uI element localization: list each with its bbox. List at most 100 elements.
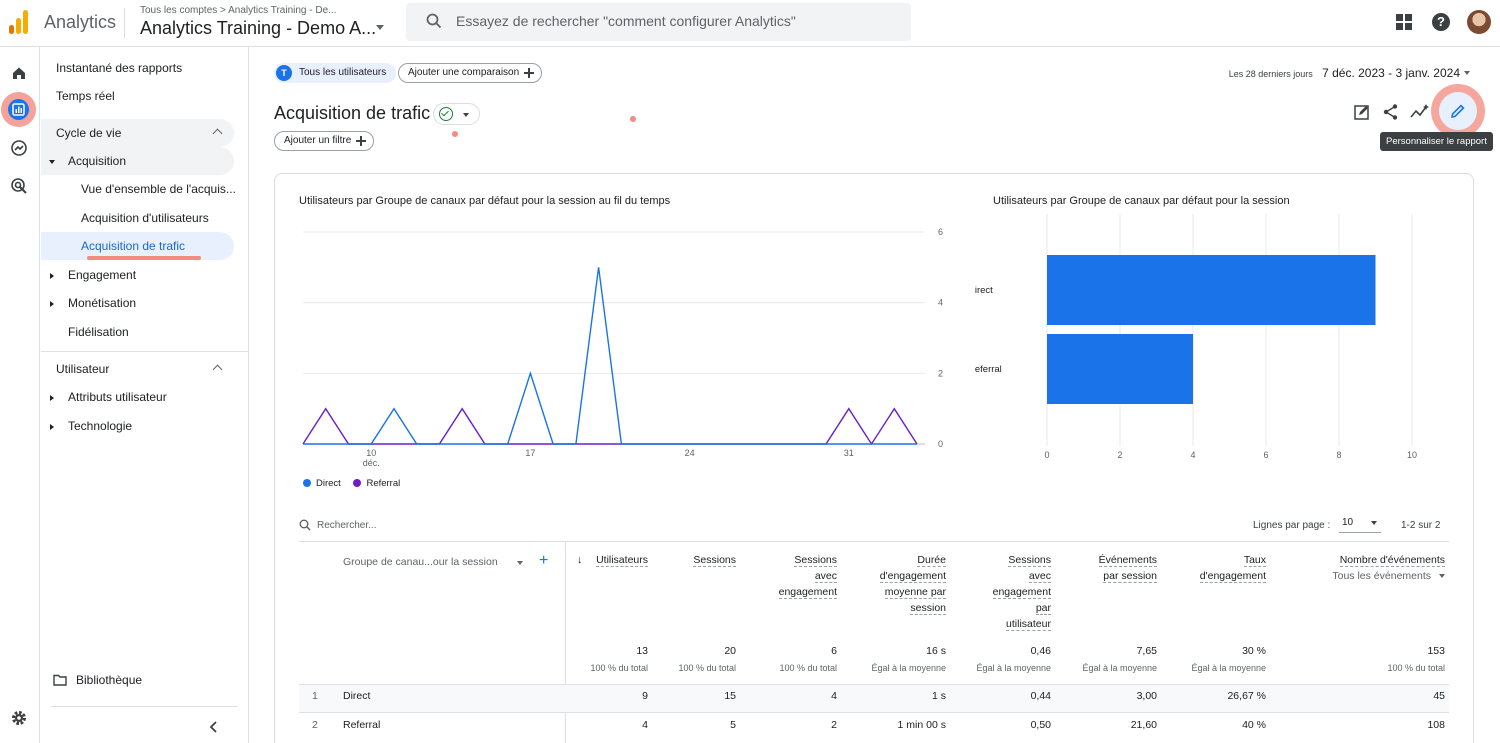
add-dimension-icon[interactable]: + <box>539 552 549 569</box>
chevron-down-icon[interactable] <box>517 561 523 565</box>
sidebar-section-lifecycle[interactable]: Cycle de vie <box>41 119 234 147</box>
metric-column-header[interactable]: Sessions avec engagement <box>778 552 837 600</box>
metric-column-header[interactable]: Sessions avec engagement par utilisateur <box>992 552 1051 632</box>
chevron-down-icon[interactable] <box>376 25 384 30</box>
sidebar-item-realtime[interactable]: Temps réel <box>56 89 115 103</box>
sidebar-item-snapshot[interactable]: Instantané des rapports <box>56 61 183 75</box>
date-range-value: 7 déc. 2023 - 3 janv. 2024 <box>1322 66 1460 80</box>
metric-header-text: Événements <box>1098 554 1157 567</box>
legend-item-direct[interactable]: Direct <box>303 478 341 489</box>
rows-per-page-select[interactable]: 10 <box>1339 515 1381 533</box>
bar-chart[interactable]: 0 2 4 6 8 10 Direct Referral <box>975 214 1455 474</box>
series-line-referral[interactable] <box>302 407 918 446</box>
search-input[interactable]: Essayez de rechercher "comment configure… <box>406 3 911 41</box>
metric-header-text: avec <box>1028 570 1051 583</box>
compare-edit-icon[interactable] <box>1351 101 1373 123</box>
account-breadcrumb[interactable]: Tous les comptes > Analytics Training - … <box>140 5 337 16</box>
customize-report-highlight[interactable] <box>1431 84 1485 138</box>
bar-direct[interactable] <box>1047 255 1376 325</box>
apps-grid-icon[interactable] <box>1396 14 1412 30</box>
settings-gear-icon[interactable] <box>8 707 30 729</box>
legend-item-referral[interactable]: Referral <box>353 478 400 489</box>
series-line-direct[interactable] <box>303 267 917 445</box>
insights-icon[interactable] <box>1409 101 1431 123</box>
sidebar-item-user-attributes[interactable]: Attributs utilisateur <box>41 383 234 411</box>
metric-cell: 45 <box>1433 690 1445 702</box>
sidebar-item-acquisition[interactable]: Acquisition <box>41 147 234 175</box>
metric-column-header[interactable]: Sessions <box>693 552 736 568</box>
reports-icon[interactable] <box>8 99 29 120</box>
expand-arrow-icon[interactable] <box>50 273 54 279</box>
table-divider <box>299 541 1449 542</box>
x-tick-label: 24 <box>685 448 695 458</box>
sidebar-item-retention[interactable]: Fidélisation <box>68 325 129 339</box>
metric-header-text: par session <box>1103 570 1157 583</box>
analytics-logo-icon[interactable] <box>9 10 31 34</box>
sidebar-item-label: Monétisation <box>68 296 137 310</box>
segment-chip[interactable]: T Tous les utilisateurs <box>274 63 397 83</box>
chevron-up-icon[interactable] <box>212 364 223 375</box>
metric-header-text: Utilisateurs <box>596 554 648 567</box>
chevron-down-icon[interactable] <box>1464 71 1470 75</box>
share-icon[interactable] <box>1380 101 1402 123</box>
table-search-input[interactable]: Rechercher... <box>299 519 376 531</box>
sidebar-item-library[interactable]: Bibliothèque <box>41 666 234 694</box>
legend-label: Referral <box>366 478 401 489</box>
sidebar-item-technology[interactable]: Technologie <box>41 412 234 440</box>
bar-chart-title: Utilisateurs par Groupe de canaux par dé… <box>993 195 1290 207</box>
folder-icon <box>53 674 67 686</box>
metric-total: 20 <box>724 645 736 657</box>
metric-total-subtext: Égal à la moyenne <box>1191 663 1266 673</box>
category-label: Direct <box>975 285 993 296</box>
metric-column-header[interactable]: Événements par session <box>1098 552 1157 584</box>
collapse-chevron-icon[interactable] <box>208 720 218 734</box>
add-filter-button[interactable]: Ajouter un filtre <box>274 131 375 151</box>
metric-header-text: Sessions <box>693 554 736 567</box>
metric-column-header[interactable]: Durée d'engagement moyenne par session <box>879 552 946 616</box>
metric-column-header[interactable]: Taux d'engagement <box>1199 552 1266 584</box>
reports-nav-highlight[interactable] <box>1 92 36 127</box>
metric-cell: 26,67 % <box>1227 690 1266 702</box>
sidebar-item-monetization[interactable]: Monétisation <box>41 289 234 317</box>
event-filter-select[interactable]: Tous les événements <box>1332 568 1445 584</box>
bar-referral[interactable] <box>1047 334 1193 404</box>
y-tick-label: 2 <box>938 368 943 378</box>
pencil-icon[interactable] <box>1439 92 1477 130</box>
expand-arrow-icon[interactable] <box>50 395 54 401</box>
x-tick-sublabel: déc. <box>363 458 380 468</box>
chevron-up-icon[interactable] <box>212 128 223 139</box>
add-filter-label: Ajouter un filtre <box>284 135 352 146</box>
expand-arrow-icon[interactable] <box>49 160 55 164</box>
row-dimension-value: Direct <box>343 690 371 702</box>
sidebar-item-acq-overview[interactable]: Vue d'ensemble de l'acquis... <box>81 182 236 196</box>
sidebar-item-label: Engagement <box>68 268 137 282</box>
help-icon[interactable]: ? <box>1432 13 1450 31</box>
status-dropdown[interactable] <box>433 103 480 125</box>
rows-per-page-label: Lignes par page : <box>1253 520 1331 531</box>
x-tick-label: 10 <box>366 448 376 458</box>
home-icon[interactable] <box>8 62 30 84</box>
advertising-icon[interactable] <box>8 175 30 197</box>
add-comparison-button[interactable]: Ajouter une comparaison <box>398 63 543 83</box>
expand-arrow-icon[interactable] <box>50 301 54 307</box>
sidebar-item-traffic-acquisition[interactable]: Acquisition de trafic <box>41 232 234 260</box>
sidebar-item-engagement[interactable]: Engagement <box>41 261 234 289</box>
sidebar-section-user[interactable]: Utilisateur <box>41 355 234 383</box>
sidebar-item-user-acquisition[interactable]: Acquisition d'utilisateurs <box>81 211 209 225</box>
rows-per-page-value: 10 <box>1342 517 1354 528</box>
row-dimension-value: Referral <box>343 719 381 731</box>
sort-descending-icon[interactable]: ↓ <box>577 554 583 566</box>
explore-icon[interactable] <box>8 137 30 159</box>
date-range-picker[interactable]: Les 28 derniers jours 7 déc. 2023 - 3 ja… <box>1229 66 1460 80</box>
dimension-column-header[interactable]: Groupe de canau...our la session <box>343 556 498 568</box>
divider <box>124 8 125 38</box>
property-selector[interactable]: Analytics Training - Demo A... <box>140 18 377 38</box>
app-name[interactable]: Analytics <box>44 12 117 32</box>
avatar[interactable] <box>1467 10 1491 34</box>
metric-column-header[interactable]: Nombre d'événements Tous les événements <box>1332 552 1445 584</box>
plus-icon <box>524 68 535 78</box>
metric-header-text: avec <box>814 570 837 583</box>
metric-column-header[interactable]: Utilisateurs <box>596 552 648 568</box>
expand-arrow-icon[interactable] <box>50 424 54 430</box>
